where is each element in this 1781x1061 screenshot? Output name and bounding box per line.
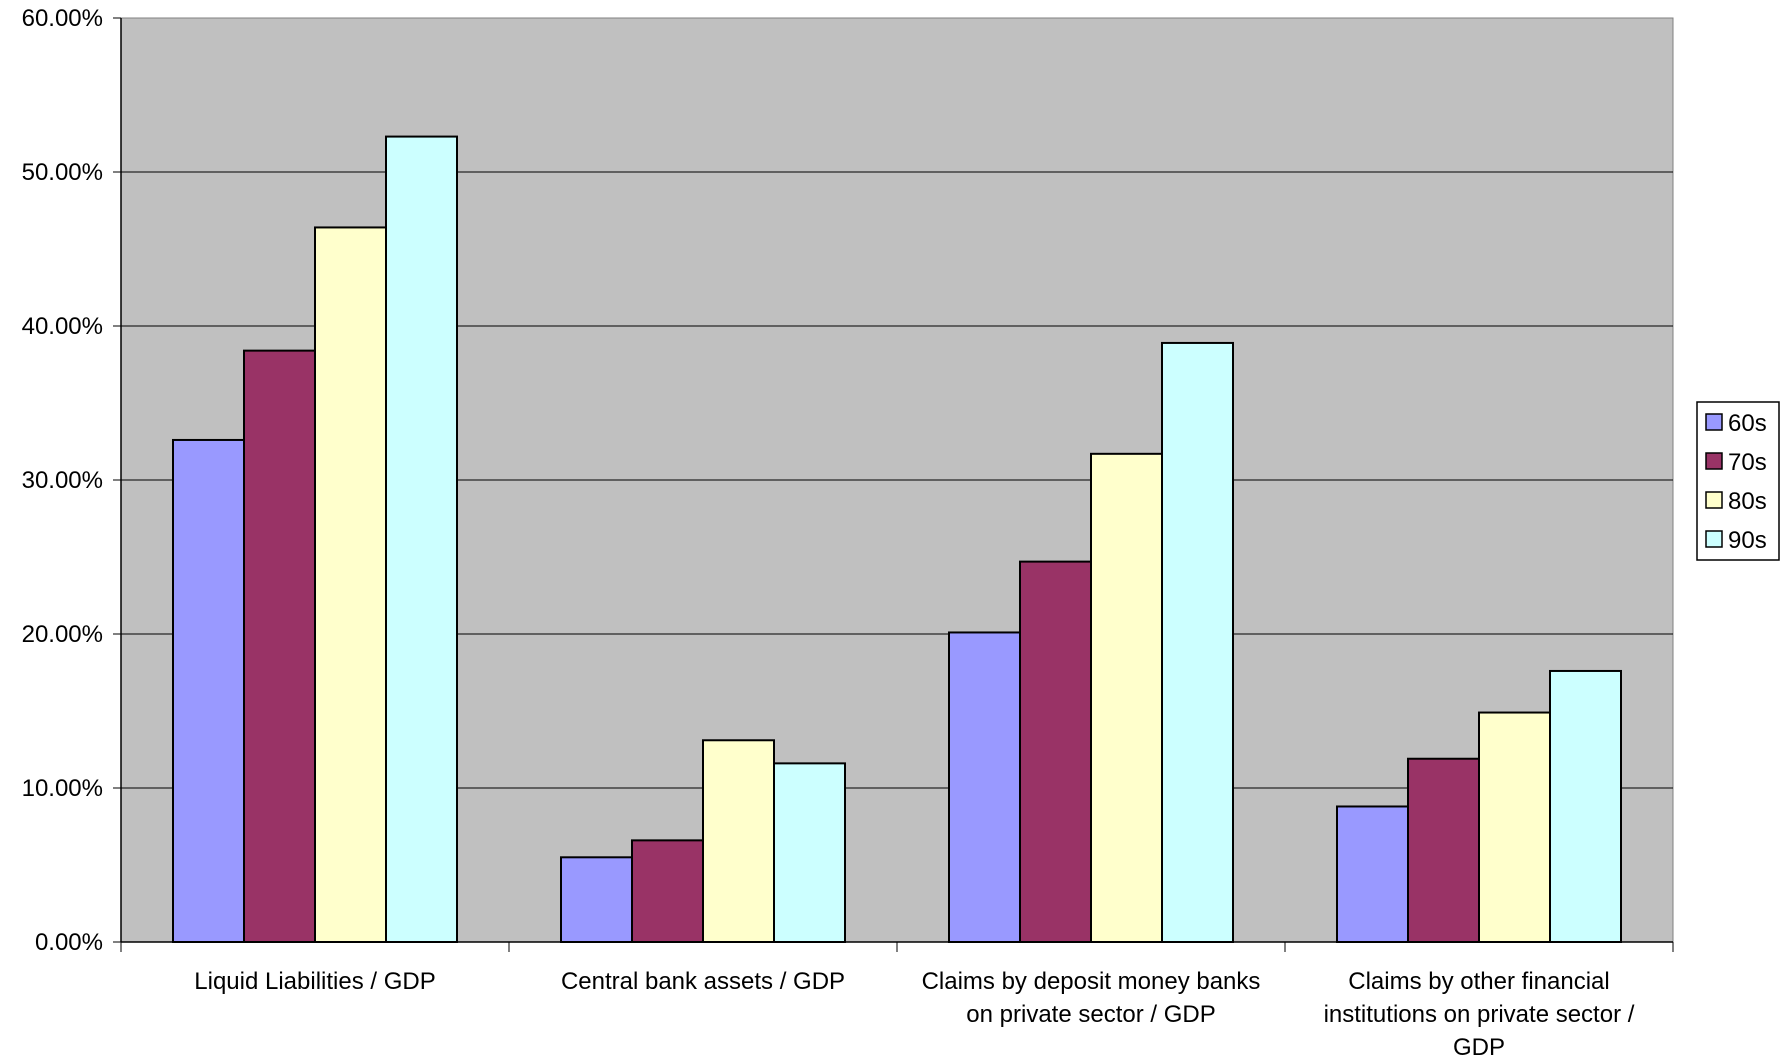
bar-80s-2 bbox=[702, 739, 775, 944]
category-label: on private sector / GDP bbox=[966, 1001, 1215, 1028]
bar-60s-4 bbox=[1336, 805, 1409, 943]
y-tick-label: 0.00% bbox=[35, 929, 103, 956]
bar-70s-2 bbox=[631, 839, 704, 943]
bars bbox=[172, 135, 1622, 944]
legend-label-90s: 90s bbox=[1728, 527, 1767, 554]
legend-label-70s: 70s bbox=[1728, 449, 1767, 476]
y-tick-label: 50.00% bbox=[22, 159, 103, 186]
legend-label-60s: 60s bbox=[1728, 410, 1767, 437]
bar-60s-2 bbox=[560, 856, 633, 943]
bar-70s-1 bbox=[243, 349, 316, 943]
legend: 60s 70s 80s 90s bbox=[1696, 401, 1780, 561]
bar-90s-3 bbox=[1161, 341, 1234, 943]
bar-90s-2 bbox=[773, 762, 846, 943]
y-tick-label: 10.00% bbox=[22, 775, 103, 802]
bar-60s-3 bbox=[948, 631, 1021, 944]
y-tick-label: 20.00% bbox=[22, 621, 103, 648]
category-label: Central bank assets / GDP bbox=[561, 968, 845, 995]
category-label: institutions on private sector / bbox=[1324, 1001, 1635, 1028]
bar-90s-1 bbox=[385, 135, 458, 943]
category-label: Claims by other financial bbox=[1348, 968, 1609, 995]
bar-80s-3 bbox=[1090, 452, 1163, 943]
bar-70s-3 bbox=[1019, 560, 1092, 943]
legend-label-80s: 80s bbox=[1728, 488, 1767, 515]
bar-80s-4 bbox=[1478, 711, 1551, 943]
bar-80s-1 bbox=[314, 226, 387, 943]
category-label: GDP bbox=[1453, 1034, 1505, 1061]
legend-swatch-90s bbox=[1705, 530, 1723, 548]
y-tick-labels: 0.00% 10.00% 20.00% 30.00% 40.00% 50.00% 60.00… bbox=[22, 5, 103, 956]
bar-60s-1 bbox=[172, 438, 245, 943]
y-tick-label: 40.00% bbox=[22, 313, 103, 340]
bar-90s-4 bbox=[1549, 669, 1622, 944]
axes bbox=[113, 17, 1674, 952]
category-label: Claims by deposit money banks bbox=[922, 968, 1261, 995]
y-tick-label: 30.00% bbox=[22, 467, 103, 494]
y-tick-label: 60.00% bbox=[22, 5, 103, 32]
category-label: Liquid Liabilities / GDP bbox=[194, 968, 435, 995]
legend-swatch-70s bbox=[1705, 452, 1723, 470]
legend-swatch-80s bbox=[1705, 491, 1723, 509]
legend-swatch-60s bbox=[1705, 413, 1723, 431]
category-labels: Liquid Liabilities / GDP Central bank ass… bbox=[194, 968, 1634, 1061]
bar-70s-4 bbox=[1407, 757, 1480, 943]
